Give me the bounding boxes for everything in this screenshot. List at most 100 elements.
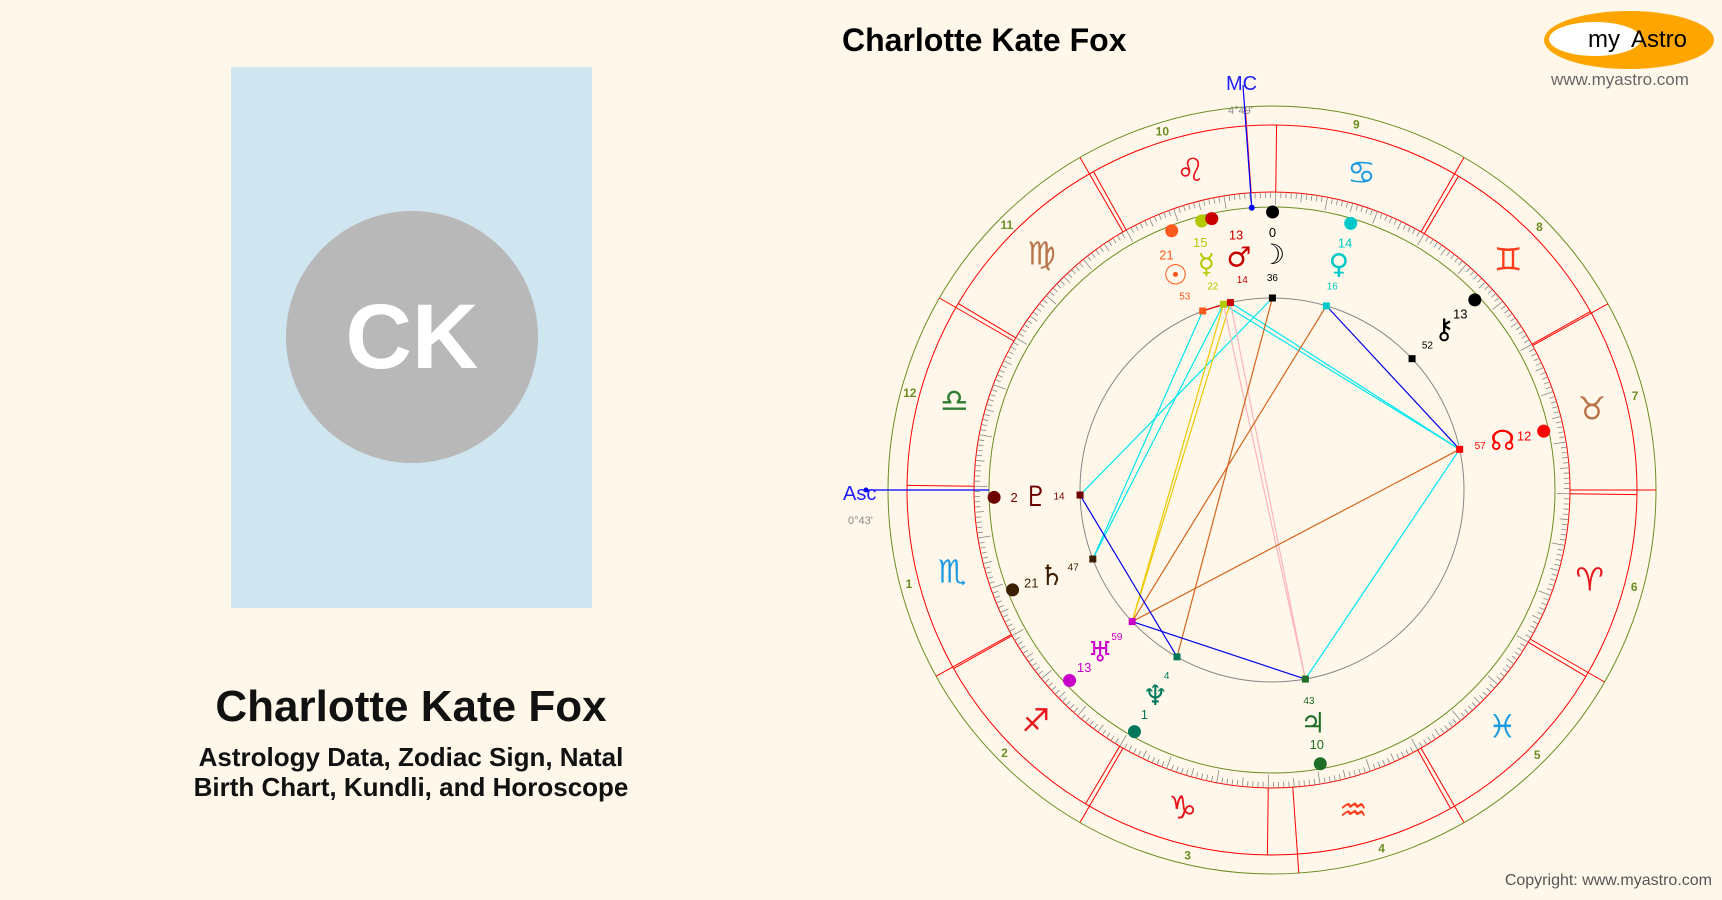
degree-tick bbox=[983, 413, 990, 417]
degree-tick bbox=[1333, 775, 1336, 782]
planet-jupiter-minute: 43 bbox=[1303, 696, 1315, 707]
degree-tick bbox=[1338, 774, 1341, 781]
degree-tick bbox=[1142, 750, 1147, 759]
house-cusp-2 bbox=[935, 634, 1012, 677]
degree-tick bbox=[1317, 771, 1321, 785]
degree-tick bbox=[1178, 206, 1181, 213]
sign-virgo-icon: ♍ bbox=[1027, 235, 1056, 273]
degree-tick bbox=[1075, 265, 1080, 271]
degree-tick bbox=[1532, 620, 1539, 625]
degree-tick bbox=[977, 535, 991, 539]
degree-tick bbox=[1180, 768, 1184, 774]
degree-tick bbox=[1557, 426, 1564, 429]
sign-capricorn-icon: ♑ bbox=[1168, 789, 1197, 827]
degree-tick bbox=[1017, 641, 1023, 646]
degree-tick bbox=[1049, 291, 1055, 296]
degree-tick bbox=[1101, 729, 1107, 736]
degree-tick bbox=[1510, 321, 1519, 328]
degree-tick bbox=[1008, 351, 1014, 355]
degree-tick bbox=[976, 526, 983, 529]
degree-tick bbox=[1531, 353, 1538, 357]
sign-gemini-icon: ♊ bbox=[1494, 241, 1523, 279]
degree-tick bbox=[1429, 239, 1434, 245]
planet-mercury-icon: ☿ bbox=[1198, 247, 1215, 280]
degree-tick bbox=[1103, 243, 1110, 252]
degree-tick bbox=[1487, 289, 1493, 294]
degree-tick bbox=[1190, 768, 1195, 777]
degree-tick bbox=[1516, 635, 1529, 643]
degree-tick bbox=[1496, 676, 1502, 681]
house-number: 8 bbox=[1536, 220, 1543, 234]
degree-tick bbox=[1099, 246, 1104, 252]
degree-tick bbox=[1440, 247, 1447, 256]
degree-tick bbox=[1153, 216, 1157, 222]
degree-tick bbox=[1540, 391, 1554, 397]
degree-tick bbox=[1137, 750, 1142, 757]
degree-tick bbox=[1448, 722, 1453, 728]
degree-tick bbox=[1510, 317, 1516, 322]
degree-tick bbox=[1473, 274, 1479, 280]
planet-neptune-minute: 4 bbox=[1164, 671, 1170, 682]
logo-astro: Astro bbox=[1631, 26, 1687, 53]
degree-tick bbox=[975, 516, 982, 518]
degree-tick bbox=[995, 379, 1001, 383]
aspect-square-sun-saturn bbox=[1092, 310, 1204, 560]
degree-tick bbox=[983, 560, 993, 564]
degree-tick bbox=[1133, 748, 1137, 754]
degree-tick bbox=[1487, 675, 1499, 685]
degree-tick bbox=[1377, 761, 1381, 768]
degree-tick bbox=[992, 590, 999, 594]
planet-pluto-point bbox=[1076, 491, 1084, 499]
degree-tick bbox=[1028, 658, 1034, 663]
degree-tick bbox=[1130, 227, 1135, 234]
planet-mars-marker bbox=[1205, 212, 1219, 226]
degree-tick bbox=[1218, 196, 1221, 203]
degree-tick bbox=[1310, 194, 1313, 201]
profile-name: Charlotte Kate Fox bbox=[215, 682, 607, 731]
subtitle-line-2: Birth Chart, Kundli, and Horoscope bbox=[193, 772, 629, 802]
degree-tick bbox=[985, 408, 994, 413]
degree-tick bbox=[1514, 651, 1521, 656]
degree-tick bbox=[1313, 778, 1316, 785]
sign-boundary bbox=[1527, 641, 1587, 677]
planet-sun-icon: ☉ bbox=[1163, 259, 1188, 292]
degree-tick bbox=[1085, 717, 1090, 723]
degree-tick bbox=[1323, 777, 1326, 784]
planet-venus-marker bbox=[1344, 216, 1358, 230]
degree-tick bbox=[1555, 558, 1562, 562]
sign-boundary bbox=[1085, 745, 1121, 805]
degree-tick bbox=[1507, 313, 1513, 318]
degree-tick bbox=[1031, 662, 1037, 667]
degree-tick bbox=[1540, 371, 1546, 375]
degree-tick bbox=[1460, 712, 1465, 718]
aspect-trine-mars-uranus bbox=[1131, 302, 1231, 622]
house-cusp-9 bbox=[1420, 157, 1465, 233]
degree-tick bbox=[1121, 232, 1126, 239]
degree-tick bbox=[1553, 441, 1567, 445]
degree-tick bbox=[1173, 208, 1179, 222]
degree-tick bbox=[1506, 658, 1515, 665]
aspect-opposition-mercury-jupiter bbox=[1222, 304, 1306, 680]
degree-tick bbox=[1446, 250, 1451, 257]
degree-tick bbox=[1114, 738, 1119, 744]
degree-tick bbox=[1006, 623, 1013, 627]
planet-neptune-degree: 1 bbox=[1141, 707, 1148, 722]
aspect-square-mercury-saturn bbox=[1092, 303, 1224, 560]
mc-degree: 4°49' bbox=[1228, 105, 1253, 117]
planet-pluto-icon: ♇ bbox=[1024, 480, 1049, 513]
degree-tick bbox=[1208, 198, 1211, 205]
degree-tick bbox=[1128, 745, 1133, 752]
degree-tick bbox=[1471, 702, 1477, 708]
degree-tick bbox=[1161, 761, 1165, 767]
degree-tick bbox=[1244, 193, 1246, 200]
degree-tick bbox=[1083, 259, 1092, 270]
aspect-square-node-jupiter bbox=[1304, 448, 1461, 680]
myastro-logo[interactable]: my Astro bbox=[1543, 10, 1715, 70]
degree-tick bbox=[1223, 195, 1227, 209]
chart-title: Charlotte Kate Fox bbox=[842, 22, 1127, 58]
degree-tick bbox=[1418, 741, 1423, 748]
degree-tick bbox=[988, 398, 994, 402]
logo-url[interactable]: www.myastro.com bbox=[1551, 70, 1689, 89]
degree-tick bbox=[1300, 193, 1303, 203]
degree-tick bbox=[987, 576, 994, 579]
